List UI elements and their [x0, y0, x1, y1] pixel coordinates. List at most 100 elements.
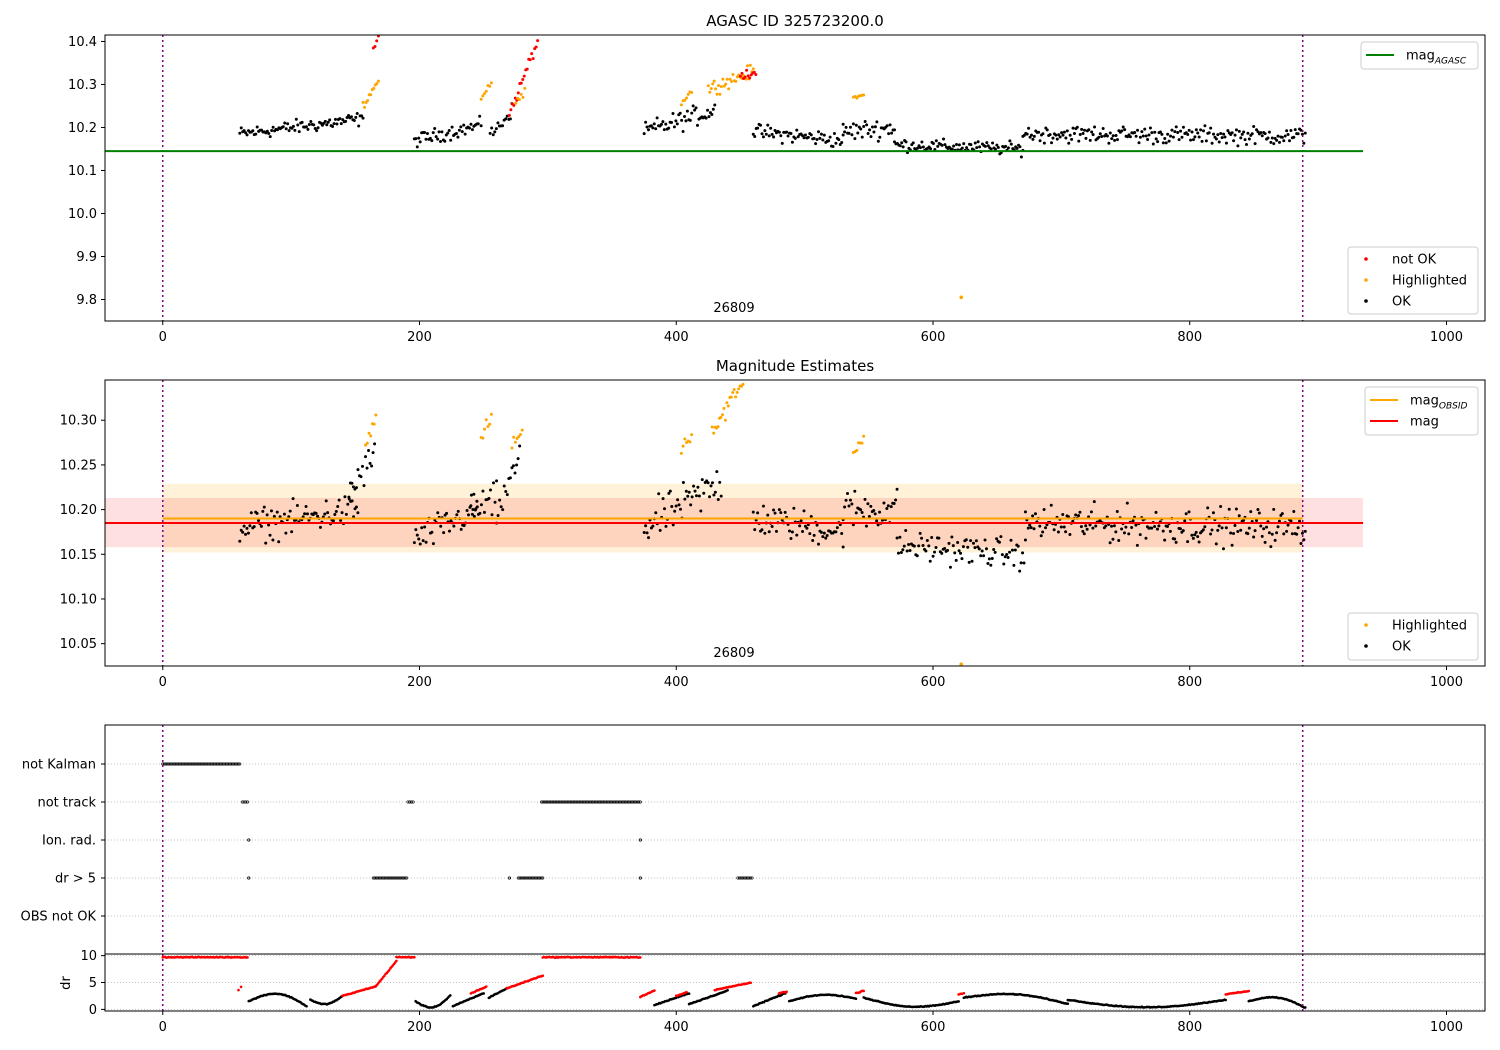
flag-point	[578, 800, 582, 804]
panel1-point-ok	[430, 139, 434, 143]
panel1-point-ok	[840, 141, 844, 145]
dr-axes-frame	[104, 953, 1486, 1012]
panel2-legend-box	[1347, 612, 1479, 661]
panel1-point-highlighted	[517, 98, 521, 102]
panel1-point-ok	[1084, 136, 1088, 140]
flag-point	[245, 800, 249, 804]
flag-point	[527, 876, 531, 880]
panel1-point-ok	[1263, 132, 1267, 136]
panel2-point-ok	[277, 540, 281, 544]
panel1-point-ok	[1065, 129, 1069, 133]
flag-point	[526, 876, 530, 880]
panel2-point-ok	[940, 551, 944, 555]
panel1-point-ok	[1158, 130, 1162, 134]
flag-point	[522, 876, 526, 880]
panel1-point-ok	[976, 140, 980, 144]
panel1-point-ok	[942, 137, 946, 141]
flag-point	[736, 876, 740, 880]
panel2-point-ok	[502, 484, 506, 488]
panel1-point-ok	[843, 130, 847, 134]
panel1-point-ok	[1199, 128, 1203, 132]
panel2-point-highlighted	[515, 436, 519, 440]
panel2-point-ok	[956, 540, 960, 544]
panel2-point-highlighted	[716, 425, 720, 429]
dr-point-notok	[541, 974, 545, 978]
panel1-point-notok	[752, 70, 756, 74]
panel2-point-ok	[496, 514, 500, 518]
panel1-point-ok	[1212, 132, 1216, 136]
dr-ytick-label: 0	[89, 1003, 97, 1018]
panel1-point-ok	[936, 144, 940, 148]
panel1-point-ok	[488, 131, 492, 135]
panel2-point-ok	[1089, 510, 1093, 514]
panel1-point-notok	[745, 68, 749, 72]
panel1-point-ok	[885, 124, 889, 128]
panel2-point-highlighted	[725, 401, 729, 405]
flag-point	[596, 800, 600, 804]
panel1-point-ok	[1105, 134, 1109, 138]
panel2-point-ok	[889, 505, 893, 509]
panel1-point-ok	[1153, 130, 1157, 134]
panel2-ytick-label: 10.10	[60, 592, 97, 607]
panel1-point-ok	[433, 126, 437, 130]
panel2-point-ok	[751, 510, 755, 514]
panel1-ytick-label: 10.3	[68, 78, 97, 93]
panel2-point-ok	[1239, 528, 1243, 532]
panel2-point-highlighted	[690, 433, 694, 437]
panel1-point-ok	[1090, 130, 1094, 134]
panel2-point-ok	[898, 535, 902, 539]
flag-point	[539, 800, 543, 804]
panel2-point-ok	[465, 508, 469, 512]
panel2-point-ok	[756, 511, 760, 515]
panel1-point-ok	[312, 123, 316, 127]
panel1-point-ok	[806, 135, 810, 139]
flag-point	[545, 800, 549, 804]
panel2-point-ok	[1217, 524, 1221, 528]
panel1-point-ok	[447, 128, 451, 132]
panel2-point-ok	[770, 524, 774, 528]
panel2-point-ok	[242, 524, 246, 528]
dr-point-notok	[653, 989, 656, 992]
panel2-point-ok	[866, 502, 870, 506]
dr-xtick-label: 600	[921, 1020, 946, 1035]
dr-point-notok	[639, 956, 642, 959]
panel2-point-ok	[1081, 529, 1085, 533]
panel1-point-ok	[1270, 136, 1274, 140]
panel1-point-ok	[837, 138, 841, 142]
panel1-point-ok	[345, 116, 349, 120]
panel2-point-ok	[269, 509, 273, 513]
panel2-point-ok	[511, 464, 515, 468]
panel2-point-ok	[821, 535, 825, 539]
panel1-point-ok	[1140, 130, 1144, 134]
panel1-xtick-label: 1000	[1430, 330, 1463, 345]
flags-panel: not Kalman not track Ion. rad. dr > 5 OBS no…	[21, 724, 1486, 955]
panel1-point-ok	[1189, 138, 1193, 142]
flag-point	[622, 800, 626, 804]
flag-point	[242, 800, 246, 804]
panel2-point-ok	[1181, 529, 1185, 533]
panel1-point-ok	[863, 119, 867, 123]
panel1-point-highlighted	[708, 90, 712, 94]
panel1-point-ok	[1171, 135, 1175, 139]
panel2-point-highlighted	[512, 435, 516, 439]
panel1-point-ok	[1061, 133, 1065, 137]
panel2-point-ok	[946, 548, 950, 552]
panel1-point-ok	[683, 114, 687, 118]
flag-point	[218, 762, 222, 766]
panel2-point-ok	[840, 532, 844, 536]
panel2-point-ok	[1214, 542, 1218, 546]
flag-point	[176, 762, 180, 766]
flag-point	[202, 762, 206, 766]
panel1-point-ok	[931, 141, 935, 145]
panel1-point-ok	[1237, 129, 1241, 133]
panel1-point-highlighted	[734, 79, 738, 83]
panel2-point-ok	[1292, 510, 1296, 514]
panel1-point-ok	[911, 141, 915, 145]
flag-point	[200, 762, 204, 766]
panel2-point-ok	[987, 557, 991, 561]
flag-point	[203, 762, 207, 766]
panel2-point-ok	[1163, 538, 1167, 542]
panel2-point-ok	[1127, 532, 1131, 536]
panel1-point-ok	[672, 125, 676, 129]
flag-point	[518, 876, 522, 880]
